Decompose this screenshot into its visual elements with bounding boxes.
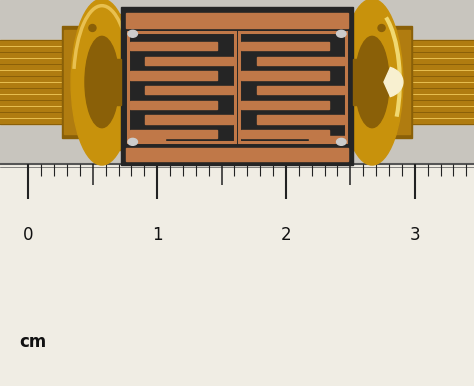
Bar (360, 26, 412, 138)
Bar (257, 115, 344, 124)
Wedge shape (384, 68, 403, 96)
Bar (64, 30, 111, 134)
Ellipse shape (85, 36, 119, 128)
Bar (130, 42, 217, 50)
Bar (257, 57, 344, 65)
Bar (241, 101, 328, 109)
Bar (363, 30, 410, 134)
Bar (126, 13, 348, 28)
Bar (126, 147, 348, 161)
Bar (241, 71, 328, 80)
Bar (0, 0, 474, 164)
Bar (145, 86, 233, 94)
Ellipse shape (128, 30, 137, 37)
Bar (353, 59, 363, 105)
Bar (241, 42, 328, 50)
Bar (241, 130, 328, 138)
Bar (130, 130, 217, 138)
Bar (0, 164, 474, 386)
Ellipse shape (89, 25, 96, 32)
Ellipse shape (337, 138, 346, 145)
Text: cm: cm (19, 333, 47, 351)
Text: 2: 2 (281, 226, 292, 244)
Ellipse shape (378, 25, 385, 32)
Text: 1: 1 (152, 226, 163, 244)
Bar (309, 136, 346, 142)
Ellipse shape (128, 138, 137, 145)
Bar (128, 32, 235, 142)
Text: 0: 0 (23, 226, 34, 244)
Bar (128, 136, 165, 142)
Bar (116, 14, 121, 149)
Bar (353, 14, 358, 149)
Bar (398, 40, 474, 124)
Bar (145, 57, 233, 65)
Bar (257, 86, 344, 94)
Ellipse shape (355, 36, 389, 128)
Text: 3: 3 (410, 226, 420, 244)
Bar (145, 115, 233, 124)
Bar (121, 7, 353, 165)
Bar (111, 59, 121, 105)
Bar (239, 32, 346, 142)
Ellipse shape (337, 30, 346, 37)
Bar (130, 101, 217, 109)
Bar (0, 40, 76, 124)
Ellipse shape (71, 0, 133, 165)
Bar (62, 26, 114, 138)
Ellipse shape (341, 0, 403, 165)
Bar (130, 71, 217, 80)
